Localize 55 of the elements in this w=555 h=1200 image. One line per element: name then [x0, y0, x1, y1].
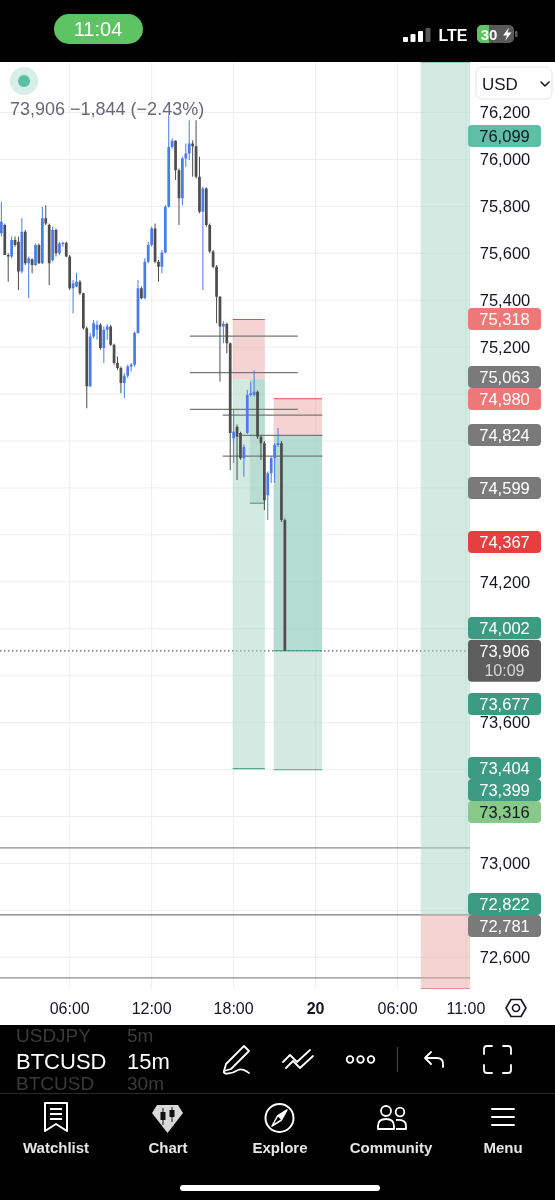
- x-tick-label: 12:00: [131, 999, 172, 1017]
- candlestick: [187, 120, 191, 161]
- text: 76,099: [479, 126, 530, 145]
- y-tick-label: 72,600: [479, 948, 531, 967]
- text: BTCUSD: [16, 1073, 95, 1094]
- text: 5m: [127, 1025, 154, 1046]
- text: 30m: [127, 1073, 164, 1094]
- ref-line-label: 72,781: [479, 916, 530, 935]
- candlestick: [105, 323, 109, 340]
- candlestick: [276, 428, 280, 447]
- text: USDJPY: [16, 1025, 92, 1046]
- text: 75,063: [479, 367, 530, 386]
- text: 74,599: [479, 478, 530, 497]
- text: 74,824: [479, 425, 530, 444]
- text: USD: [482, 75, 518, 94]
- text: Menu: [483, 1139, 523, 1156]
- y-tick-label: 75,400: [479, 290, 531, 309]
- text: 73,404: [479, 758, 530, 777]
- y-tick-label: 75,600: [479, 244, 531, 263]
- text: BTCUSD: [16, 1049, 107, 1074]
- x-tick-label: 11:00: [446, 999, 486, 1017]
- ref-line-label: 73,906: [479, 641, 530, 660]
- text: 10:09: [484, 662, 525, 680]
- y-tick-label: 75,800: [479, 197, 531, 216]
- candlestick: [6, 253, 10, 282]
- annotation: 73,906 −1,844 (−2.43%): [10, 99, 205, 119]
- candlestick: [191, 140, 195, 177]
- candlestick: [27, 256, 31, 299]
- y-tick-label: 73,000: [479, 854, 531, 873]
- text: Community: [349, 1139, 433, 1156]
- candlestick: [232, 410, 235, 464]
- text: 11:04: [73, 18, 123, 40]
- text: 74,367: [479, 532, 530, 551]
- x-tick-label: 20: [306, 999, 325, 1017]
- text: Watchlist: [22, 1139, 90, 1156]
- y-tick-label: 74,200: [479, 572, 531, 591]
- text: 74,980: [479, 389, 530, 408]
- x-tick-label: 06:00: [377, 999, 418, 1017]
- text: LTE: [438, 27, 468, 44]
- text: 73,316: [479, 802, 530, 821]
- y-tick-label: 73,600: [479, 713, 531, 732]
- text: 15m: [127, 1049, 170, 1074]
- x-tick-label: 06:00: [49, 999, 90, 1017]
- y-tick-label: 76,200: [479, 103, 531, 122]
- text: 74,002: [479, 618, 530, 637]
- text: Chart: [148, 1139, 188, 1156]
- y-tick-label: 76,000: [479, 150, 531, 169]
- text: 73,399: [479, 780, 530, 799]
- text: Explore: [252, 1139, 308, 1156]
- text: 72,822: [479, 894, 530, 913]
- text: 75,318: [479, 309, 530, 328]
- y-tick-label: 75,200: [479, 337, 531, 356]
- text: 30: [480, 26, 498, 43]
- text: 73,677: [479, 694, 530, 713]
- x-tick-label: 18:00: [213, 999, 254, 1017]
